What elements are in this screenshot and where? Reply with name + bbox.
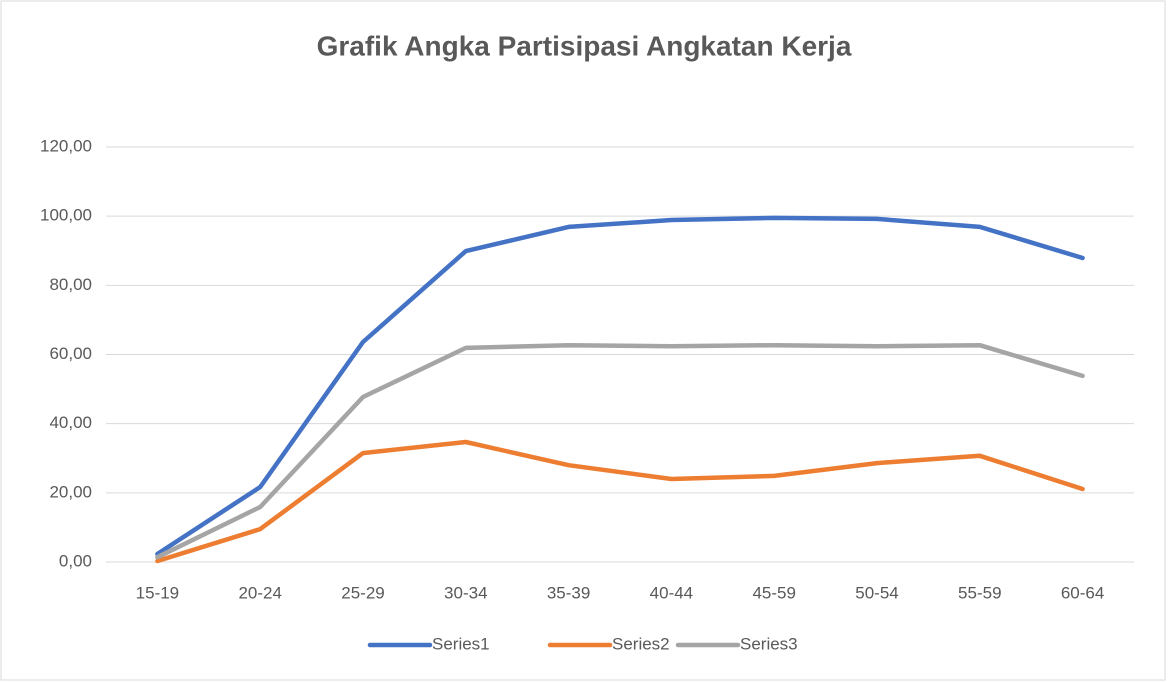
- series-line: [155, 439, 1085, 564]
- x-tick-label: 20-24: [238, 583, 281, 602]
- x-tick-label: 50-54: [855, 583, 898, 602]
- legend-label: Series3: [740, 634, 798, 653]
- y-tick-label: 20,00: [49, 482, 92, 501]
- x-tick-label: 35-39: [547, 583, 590, 602]
- y-tick-label: 100,00: [40, 206, 92, 225]
- legend-label: Series2: [612, 634, 670, 653]
- x-tick-label: 40-44: [650, 583, 693, 602]
- x-tick-label: 25-29: [341, 583, 384, 602]
- y-tick-label: 40,00: [49, 413, 92, 432]
- series-line: [155, 215, 1085, 557]
- x-tick-label: 45-59: [752, 583, 795, 602]
- x-tick-label: 30-34: [444, 583, 487, 602]
- y-tick-label: 120,00: [40, 136, 92, 155]
- x-tick-label: 60-64: [1061, 583, 1104, 602]
- series-line: [155, 342, 1085, 560]
- x-tick-label: 55-59: [958, 583, 1001, 602]
- y-tick-label: 80,00: [49, 275, 92, 294]
- chart-title: Grafik Angka Partisipasi Angkatan Kerja: [317, 30, 852, 61]
- y-tick-label: 60,00: [49, 344, 92, 363]
- y-tick-label: 0,00: [59, 551, 92, 570]
- x-tick-label: 15-19: [136, 583, 179, 602]
- legend-label: Series1: [432, 634, 490, 653]
